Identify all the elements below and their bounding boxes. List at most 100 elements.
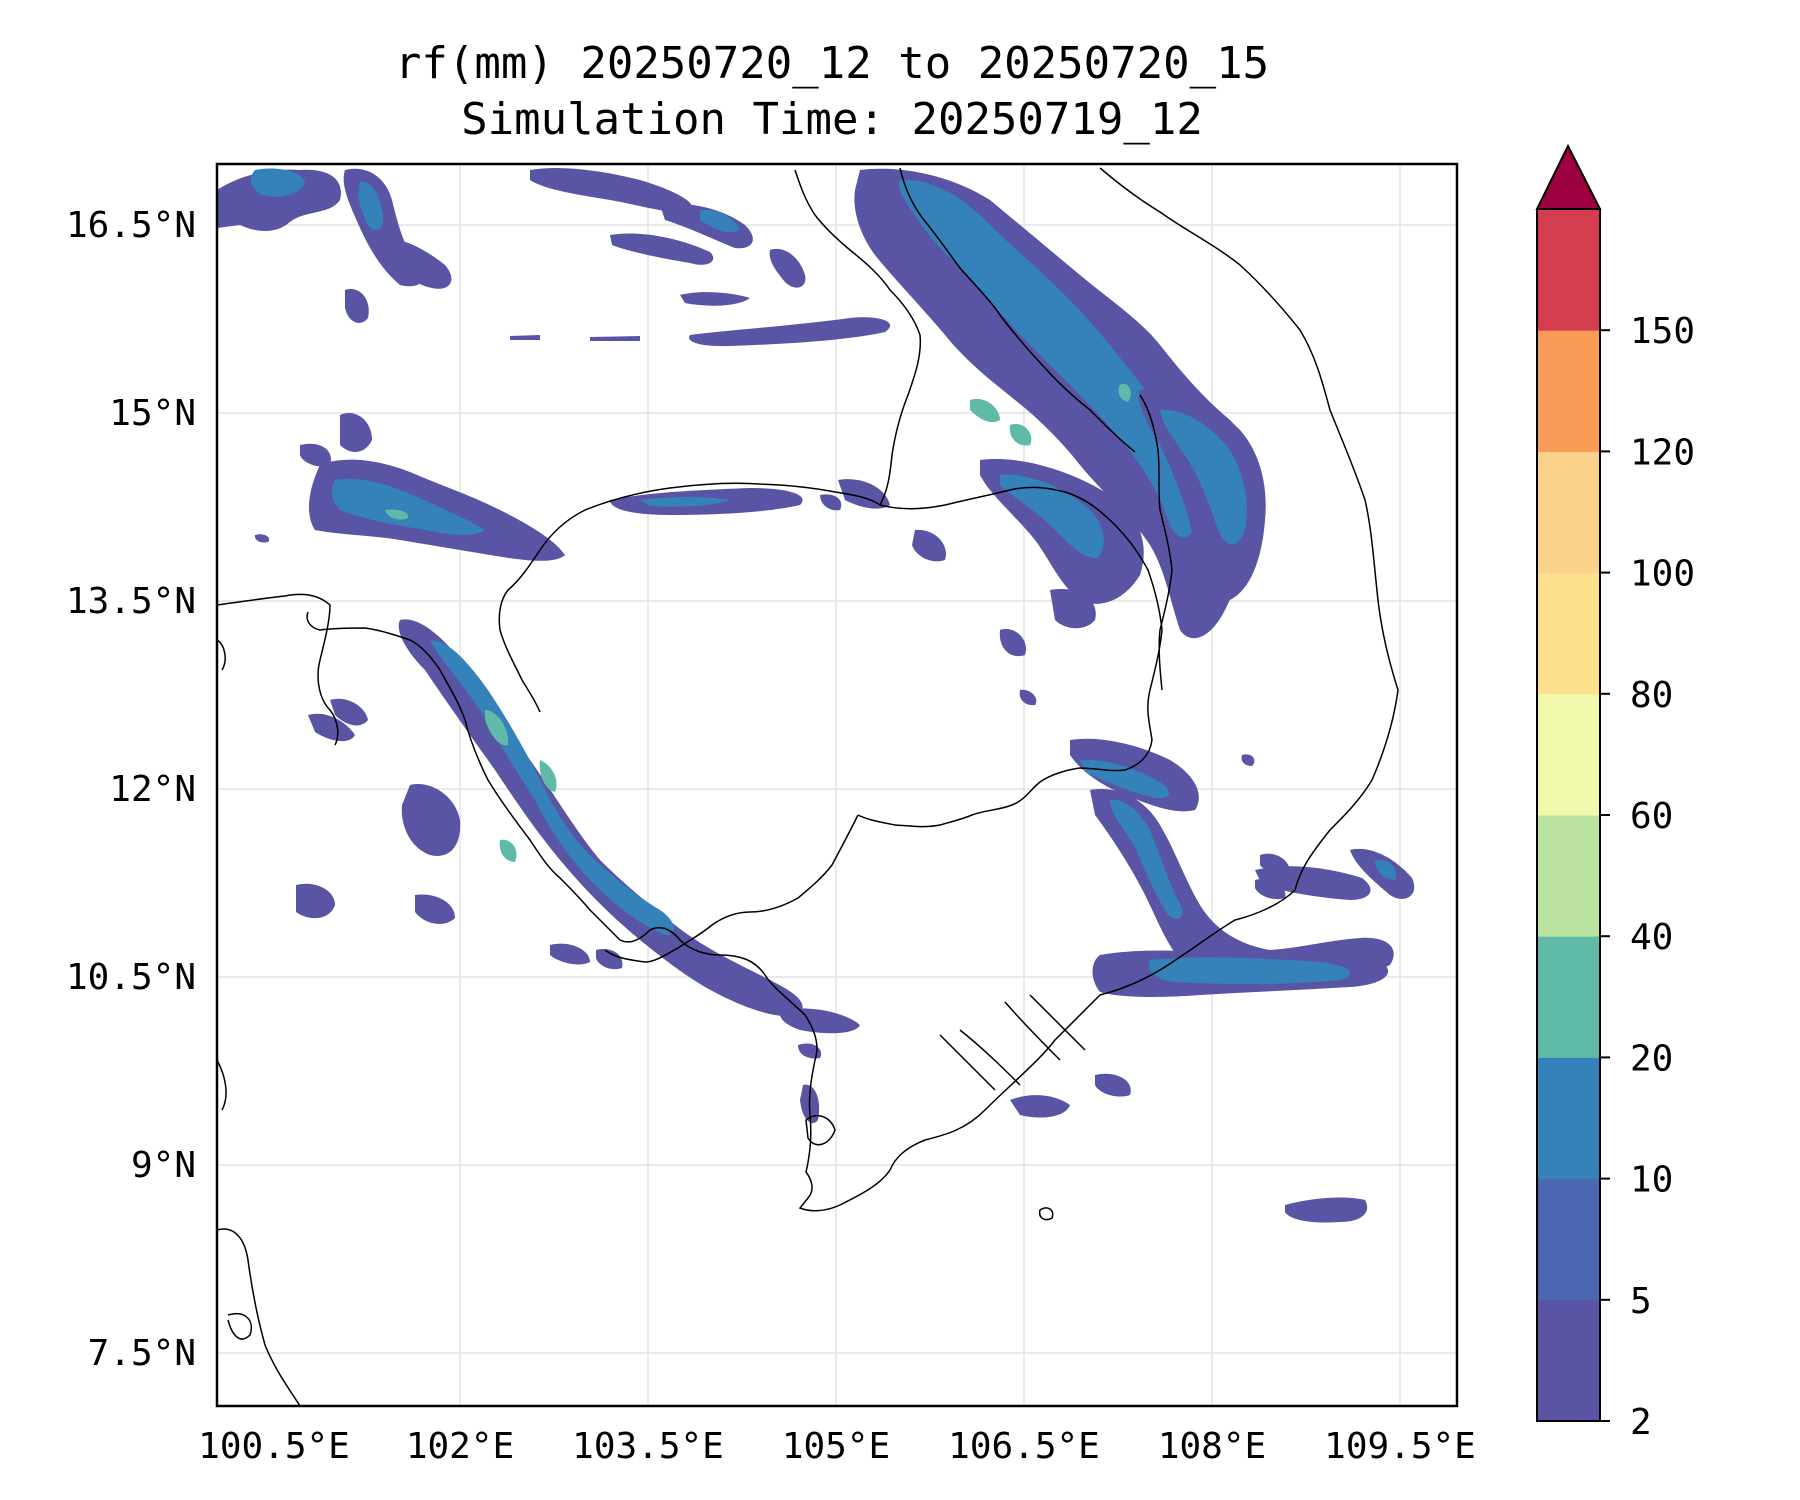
- rain-area: [769, 248, 806, 288]
- rain-area: [700, 209, 740, 233]
- rain-area: [1285, 1197, 1368, 1223]
- colorbar-tick-label: 2: [1630, 1402, 1652, 1443]
- rain-area: [510, 335, 540, 340]
- laos-border: [899, 167, 1136, 453]
- rain-area: [798, 1043, 822, 1059]
- lat-tick-label: 9°N: [131, 1145, 196, 1186]
- colorbar-tick-label: 5: [1630, 1281, 1652, 1322]
- rain-area: [308, 713, 355, 742]
- colorbar: 2 5 10 20 40 60 80 100 120 150: [1535, 143, 1695, 1443]
- colorbar-segment: [1537, 572, 1600, 695]
- map-background: [217, 164, 1457, 1406]
- thailand-coast-west: [216, 593, 339, 746]
- rain-area: [401, 784, 461, 856]
- map-title: rf(mm) 20250720_12 to 20250720_15: [395, 38, 1269, 89]
- lat-tick-label: 10.5°N: [66, 957, 196, 998]
- rain-area: [296, 883, 335, 919]
- rain-area: [1241, 754, 1255, 766]
- rain-area: [300, 443, 331, 467]
- rain-area: [217, 169, 341, 231]
- rain-area: [415, 894, 455, 924]
- rain-area: [530, 168, 693, 213]
- lon-tick-label: 105°E: [782, 1426, 890, 1467]
- coastlines-borders: [216, 167, 1399, 1407]
- rain-area: [640, 497, 730, 507]
- rain-area: [1148, 957, 1351, 985]
- rain-area: [250, 168, 305, 197]
- rain-area: [1138, 389, 1266, 600]
- colorbar-segment: [1537, 209, 1600, 331]
- colorbar-tick-label: 120: [1630, 432, 1695, 473]
- rain-area: [1090, 789, 1394, 988]
- lat-tick-labels: 16.5°N 15°N 13.5°N 12°N 10.5°N 9°N 7.5°N: [66, 205, 196, 1374]
- cambodia-border-west: [498, 509, 586, 713]
- rain-area: [838, 479, 890, 509]
- colorbar-tick-label: 40: [1630, 917, 1673, 958]
- rain-area: [854, 168, 1261, 639]
- rain-area: [345, 289, 369, 323]
- rain-area: [340, 412, 372, 452]
- rain-area: [999, 629, 1026, 657]
- rain-area: [1009, 424, 1032, 446]
- con-dao-island: [1038, 1207, 1054, 1221]
- colorbar-tick-label: 80: [1630, 675, 1673, 716]
- rain-area: [254, 534, 270, 543]
- cambodia-border-south: [604, 814, 859, 963]
- rain-area: [1050, 589, 1096, 629]
- rain-area: [358, 181, 384, 231]
- colorbar-ticks: 2 5 10 20 40 60 80 100 120 150: [1600, 311, 1695, 1443]
- rain-area: [680, 292, 750, 306]
- colorbar-segment: [1537, 1299, 1600, 1422]
- gulf-thailand-coast: [306, 611, 818, 1061]
- thailand-upper-coast: [216, 639, 301, 1407]
- laos-thailand-border: [794, 169, 922, 506]
- lon-tick-label: 106.5°E: [948, 1426, 1100, 1467]
- rain-area: [1160, 409, 1247, 545]
- delta-islands: [939, 994, 1086, 1091]
- rain-area: [1110, 799, 1183, 920]
- vietnam-laos-border: [1139, 394, 1173, 691]
- rain-area: [779, 1008, 860, 1034]
- lat-tick-label: 12°N: [109, 769, 196, 810]
- lat-tick-label: 7.5°N: [88, 1333, 196, 1374]
- rain-area: [898, 179, 1197, 538]
- rain-area: [689, 317, 891, 347]
- lon-tick-label: 108°E: [1158, 1426, 1266, 1467]
- rain-area: [499, 839, 517, 862]
- rain-area: [385, 509, 409, 520]
- rain-area: [380, 238, 452, 289]
- map-gridlines: [217, 164, 1457, 1406]
- colorbar-tick-label: 100: [1630, 554, 1695, 595]
- rain-area: [820, 494, 842, 511]
- lon-tick-label: 103.5°E: [572, 1426, 724, 1467]
- rain-area: [1375, 859, 1397, 880]
- colorbar-segment: [1537, 815, 1600, 937]
- colorbar-tick-label: 20: [1630, 1038, 1673, 1079]
- lon-tick-label: 100.5°E: [198, 1426, 350, 1467]
- colorbar-segment: [1537, 330, 1600, 452]
- rain-area: [1000, 474, 1104, 559]
- rain-area: [1010, 1095, 1070, 1118]
- colorbar-segment: [1537, 451, 1600, 574]
- rain-area: [485, 710, 509, 746]
- rain-area: [1118, 383, 1131, 402]
- map-frame: [215, 162, 1459, 1408]
- lon-tick-labels: 100.5°E 102°E 103.5°E 105°E 106.5°E 108°…: [198, 1426, 1476, 1467]
- rain-area: [596, 949, 623, 970]
- mekong-delta-coast: [798, 994, 1101, 1212]
- lat-tick-label: 15°N: [109, 393, 196, 434]
- lat-tick-label: 13.5°N: [66, 581, 196, 622]
- map-subtitle: Simulation Time: 20250719_12: [461, 94, 1203, 145]
- colorbar-segment: [1537, 1178, 1600, 1301]
- rainfall-contours: [217, 168, 1415, 1223]
- cambodia-border: [584, 482, 1163, 828]
- rain-area: [660, 203, 753, 249]
- rain-area: [1255, 866, 1371, 900]
- rain-area: [590, 336, 640, 341]
- rain-area: [610, 233, 714, 265]
- colorbar-segment: [1537, 936, 1600, 1058]
- lon-tick-label: 109.5°E: [1324, 1426, 1476, 1467]
- map-panel: [215, 162, 1459, 1408]
- rain-area: [331, 478, 485, 535]
